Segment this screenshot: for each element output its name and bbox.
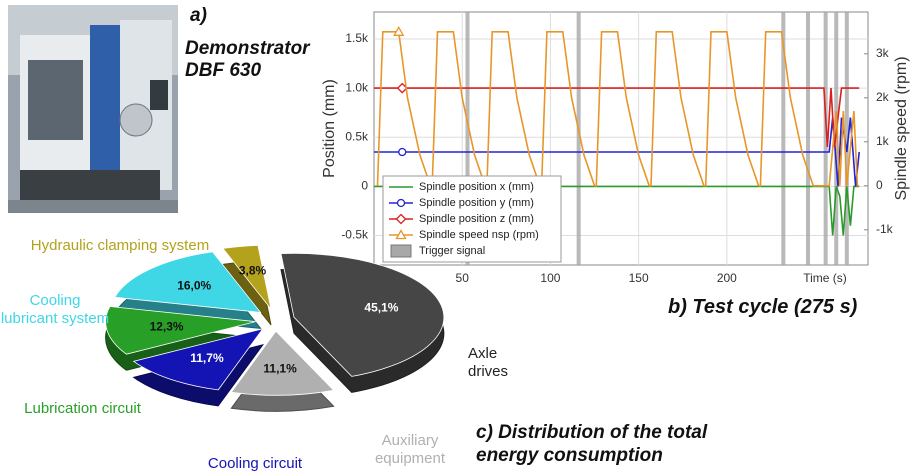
trigger-bar [576, 12, 581, 265]
trigger-bar [806, 12, 811, 265]
slice [222, 244, 272, 310]
category-label: Cooling lubricant system [0, 292, 110, 327]
trigger-bar [465, 12, 470, 265]
value-label: 11,1% [263, 362, 297, 376]
x-tick-label: 100 [540, 271, 560, 285]
y2-tick-label: 0 [876, 178, 883, 192]
photo-caption: Demonstrator DBF 630 [185, 38, 310, 81]
slice [230, 330, 335, 396]
y2-tick-label: 2k [876, 90, 890, 104]
marker [395, 213, 407, 225]
series-line [374, 87, 860, 148]
slice [114, 251, 262, 313]
y2-tick-label: -1k [876, 222, 894, 236]
y-tick-label: 1.5k [345, 31, 369, 45]
marker [393, 25, 405, 36]
slice [280, 252, 445, 377]
slice [105, 306, 256, 355]
value-label: 11,7% [190, 351, 224, 365]
series-line [376, 31, 860, 187]
legend-swatch [390, 244, 412, 258]
marker [395, 229, 407, 240]
x-axis-label: Time (s) [803, 271, 847, 285]
y2-axis-label: Spindle speed (rpm) [893, 56, 910, 200]
value-label: 16,0% [177, 279, 211, 293]
x-tick-label: 200 [717, 271, 737, 285]
category-label: Axle drives [468, 345, 509, 380]
value-label: 12,3% [150, 319, 184, 333]
series-line [374, 185, 860, 236]
photo-label: a) [190, 5, 207, 26]
y2-tick-label: 1k [876, 134, 890, 148]
marker [396, 198, 406, 208]
legend-label: Spindle position x (mm) [419, 181, 534, 193]
category-label: Cooling circuit [207, 455, 303, 472]
category-label: Hydraulic clamping system [30, 237, 210, 254]
y-tick-label: -0.5k [341, 228, 369, 242]
category-label: Lubrication circuit [24, 400, 141, 417]
trigger-bar [844, 12, 849, 265]
line-title: b) Test cycle (275 s) [668, 296, 858, 318]
trigger-bar [781, 12, 786, 265]
x-tick-label: 150 [629, 271, 649, 285]
y-tick-label: 1.0k [345, 80, 369, 94]
marker [398, 147, 407, 157]
slice [132, 328, 264, 391]
photo [8, 5, 178, 213]
y-tick-label: 0 [361, 179, 368, 193]
legend-label: Spindle position y (mm) [419, 197, 534, 209]
legend-label: Spindle speed nsp (rpm) [419, 229, 539, 241]
value-label: 3,8% [239, 264, 267, 278]
y-axis-label: Position (mm) [321, 79, 338, 178]
y2-tick-label: 3k [876, 46, 890, 60]
series-line [374, 117, 860, 187]
legend-label: Spindle position z (mm) [419, 213, 534, 225]
y-tick-label: 0.5k [345, 129, 369, 143]
category-label: Auxiliary equipment [374, 432, 446, 467]
x-tick-label: 50 [456, 271, 470, 285]
legend-label: Trigger signal [419, 245, 485, 257]
pie-title: c) Distribution of the total energy cons… [476, 422, 708, 466]
value-label: 45,1% [364, 300, 398, 314]
trigger-bar [823, 12, 828, 265]
